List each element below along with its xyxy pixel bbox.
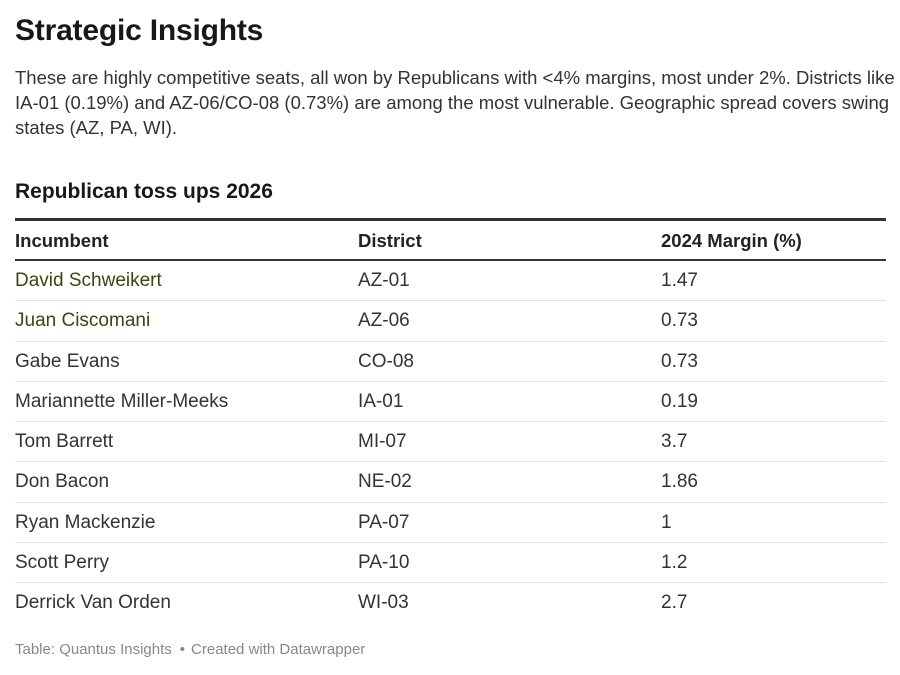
- incumbent-cell: Don Bacon: [15, 471, 110, 493]
- table-row: Ryan Mackenzie PA-07 1: [15, 503, 886, 544]
- source-note: Table: Quantus Insights: [15, 641, 172, 658]
- incumbent-cell: Ryan Mackenzie: [15, 511, 156, 533]
- footer-separator: •: [179, 641, 186, 658]
- incumbent-cell: Scott Perry: [15, 552, 109, 574]
- column-header-district[interactable]: District: [358, 230, 422, 251]
- margin-cell: 2.7: [661, 592, 688, 614]
- table-row: Juan Ciscomani AZ-06 0.73: [15, 301, 886, 342]
- incumbent-cell: Tom Barrett: [15, 431, 114, 453]
- column-header-margin[interactable]: 2024 Margin (%): [661, 230, 802, 251]
- margin-cell: 3.7: [661, 431, 688, 453]
- column-header-incumbent[interactable]: Incumbent: [15, 230, 109, 251]
- district-cell: NE-02: [358, 471, 412, 493]
- margin-cell: 1.47: [661, 270, 698, 291]
- incumbent-cell: Gabe Evans: [15, 350, 120, 372]
- description-text: These are highly competitive seats, all …: [15, 67, 895, 138]
- incumbent-cell: David Schweikert: [15, 270, 162, 291]
- table-row: Mariannette Miller-Meeks IA-01 0.19: [15, 382, 886, 423]
- incumbent-cell: Mariannette Miller-Meeks: [15, 390, 229, 412]
- district-cell: AZ-01: [358, 270, 410, 291]
- district-cell: AZ-06: [358, 310, 410, 332]
- district-cell: WI-03: [358, 592, 409, 614]
- table-row: Scott Perry PA-10 1.2: [15, 543, 886, 584]
- table-row: Don Bacon NE-02 1.86: [15, 462, 886, 503]
- district-cell: PA-07: [358, 511, 410, 533]
- margin-cell: 1.2: [661, 552, 688, 574]
- table-row: David Schweikert AZ-01 1.47: [15, 261, 886, 302]
- district-cell: IA-01: [358, 390, 404, 412]
- table-row: Derrick Van Orden WI-03 2.7: [15, 583, 886, 622]
- margin-cell: 0.73: [661, 310, 698, 332]
- incumbent-cell: Juan Ciscomani: [15, 310, 151, 332]
- margin-cell: 0.73: [661, 350, 698, 372]
- margin-cell: 1.86: [661, 471, 698, 493]
- table-row: Gabe Evans CO-08 0.73: [15, 342, 886, 382]
- table-row: Tom Barrett MI-07 3.7: [15, 422, 886, 463]
- incumbent-cell: Derrick Van Orden: [15, 592, 171, 614]
- district-cell: CO-08: [358, 350, 414, 372]
- datawrapper-credit-link[interactable]: Created with Datawrapper: [191, 641, 366, 658]
- margin-cell: 0.19: [661, 390, 698, 412]
- page-title: Strategic Insights: [15, 14, 264, 47]
- district-cell: MI-07: [358, 431, 407, 453]
- table-header-row: Incumbent District 2024 Margin (%): [15, 221, 886, 261]
- table-title: Republican toss ups 2026: [15, 180, 273, 203]
- footer-notes: Table: Quantus Insights • Created with Dat…: [15, 641, 365, 658]
- toss-ups-table: Incumbent District 2024 Margin (%) David…: [15, 218, 886, 623]
- margin-cell: 1: [661, 511, 672, 533]
- district-cell: PA-10: [358, 552, 410, 574]
